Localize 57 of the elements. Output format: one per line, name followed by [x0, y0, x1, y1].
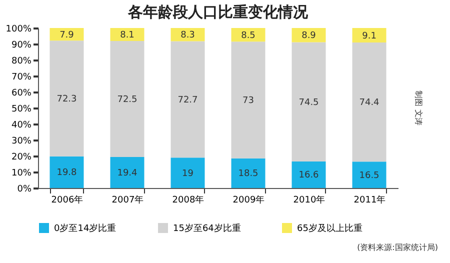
bar [170, 158, 205, 188]
data-label: 18.5 [238, 169, 258, 180]
bar [170, 41, 205, 158]
bar [50, 28, 84, 41]
y-tick-label: 10% [11, 168, 32, 178]
data-label: 73 [242, 96, 254, 106]
y-tick-label: 50% [11, 104, 32, 114]
data-label: 7.9 [60, 30, 74, 40]
data-label: 8.5 [241, 30, 256, 41]
data-label: 72.7 [178, 95, 198, 106]
y-tick-label: 30% [11, 136, 32, 146]
bar [352, 28, 386, 43]
y-tick-label: 70% [11, 72, 32, 82]
x-tick-label: 2011年 [354, 194, 386, 206]
bar [110, 28, 144, 41]
data-label: 16.6 [298, 170, 320, 181]
legend-label: 15岁至64岁比重 [173, 223, 241, 234]
legend-label: 65岁及以上比重 [297, 223, 362, 234]
y-tick-label: 20% [11, 152, 32, 162]
x-tick-label: 2008年 [172, 194, 204, 206]
y-tick-label: 80% [11, 56, 32, 66]
data-label: 8.9 [302, 31, 316, 42]
y-tick-label: 100% [6, 24, 32, 34]
x-tick-label: 2007年 [112, 194, 144, 206]
data-label: 19.4 [117, 168, 138, 178]
bar [352, 162, 386, 188]
y-tick-label: 60% [11, 88, 32, 98]
data-label: 19.8 [56, 168, 78, 178]
data-label: 74.4 [359, 98, 380, 108]
bar [50, 156, 84, 188]
bar [231, 42, 266, 158]
data-label: 16.5 [359, 170, 380, 181]
bar [110, 40, 144, 157]
data-label: 8.1 [120, 30, 134, 40]
bar [292, 42, 326, 162]
x-tick-label: 2006年 [51, 194, 84, 206]
data-label: 9.1 [362, 31, 376, 42]
bar [231, 158, 266, 188]
data-label: 72.5 [117, 94, 138, 105]
bar [170, 28, 205, 42]
data-label: 8.3 [180, 30, 195, 41]
chart-title: 各年龄段人口比重变化情况 [127, 3, 309, 21]
data-label: 74.5 [298, 98, 319, 108]
bar [352, 42, 386, 162]
bar [50, 40, 84, 156]
text: (资料来源:国家统计局) [357, 243, 438, 252]
x-tick-label: 2009年 [232, 194, 265, 206]
bar [292, 161, 326, 188]
bar [110, 156, 144, 188]
y-tick-label: 90% [11, 40, 32, 50]
data-label: 72.3 [56, 94, 77, 104]
y-tick-label: 40% [11, 120, 32, 130]
data-label: 19 [182, 168, 194, 179]
text: 制图 文涛 [414, 90, 423, 126]
x-tick-label: 2010年 [293, 194, 326, 206]
legend-label: 0岁至14岁比重 [54, 223, 116, 234]
y-tick-label: 0% [17, 184, 32, 194]
